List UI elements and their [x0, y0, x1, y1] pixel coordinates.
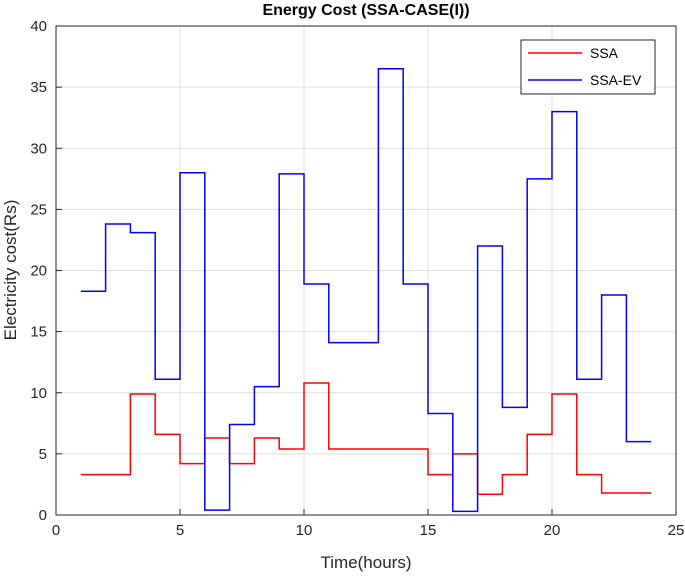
x-tick-label: 25: [668, 522, 685, 539]
y-tick-label: 30: [30, 140, 47, 157]
legend-label-ssa-ev: SSA-EV: [590, 72, 642, 88]
y-tick-label: 25: [30, 201, 47, 218]
legend-box: [520, 39, 656, 95]
y-axis-label: Electricity cost(Rs): [1, 200, 20, 341]
series-line-ssa: [80, 382, 652, 495]
axis-ticks: 0 5 10 15 20 25 0 5 10 15 20 25 30 35 40: [30, 18, 684, 539]
series-line-ssa-ev: [80, 68, 652, 513]
legend: SSA SSA-EV: [520, 39, 656, 95]
y-tick-label: 0: [39, 507, 47, 524]
y-tick-label: 5: [39, 446, 47, 463]
x-tick-label: 15: [420, 522, 437, 539]
x-tick-label: 0: [52, 522, 60, 539]
y-tick-label: 35: [30, 79, 47, 96]
y-tick-label: 20: [30, 263, 47, 280]
chart-title: Energy Cost (SSA-CASE(I)): [262, 2, 469, 19]
x-tick-label: 20: [544, 522, 561, 539]
legend-label-ssa: SSA: [590, 45, 619, 61]
y-tick-label: 40: [30, 18, 47, 35]
x-tick-label: 5: [176, 522, 184, 539]
x-tick-label: 10: [296, 522, 313, 539]
x-axis-label: Time(hours): [321, 553, 412, 572]
y-tick-label: 15: [30, 324, 47, 341]
series-layer: [80, 68, 652, 513]
y-tick-label: 10: [30, 385, 47, 402]
